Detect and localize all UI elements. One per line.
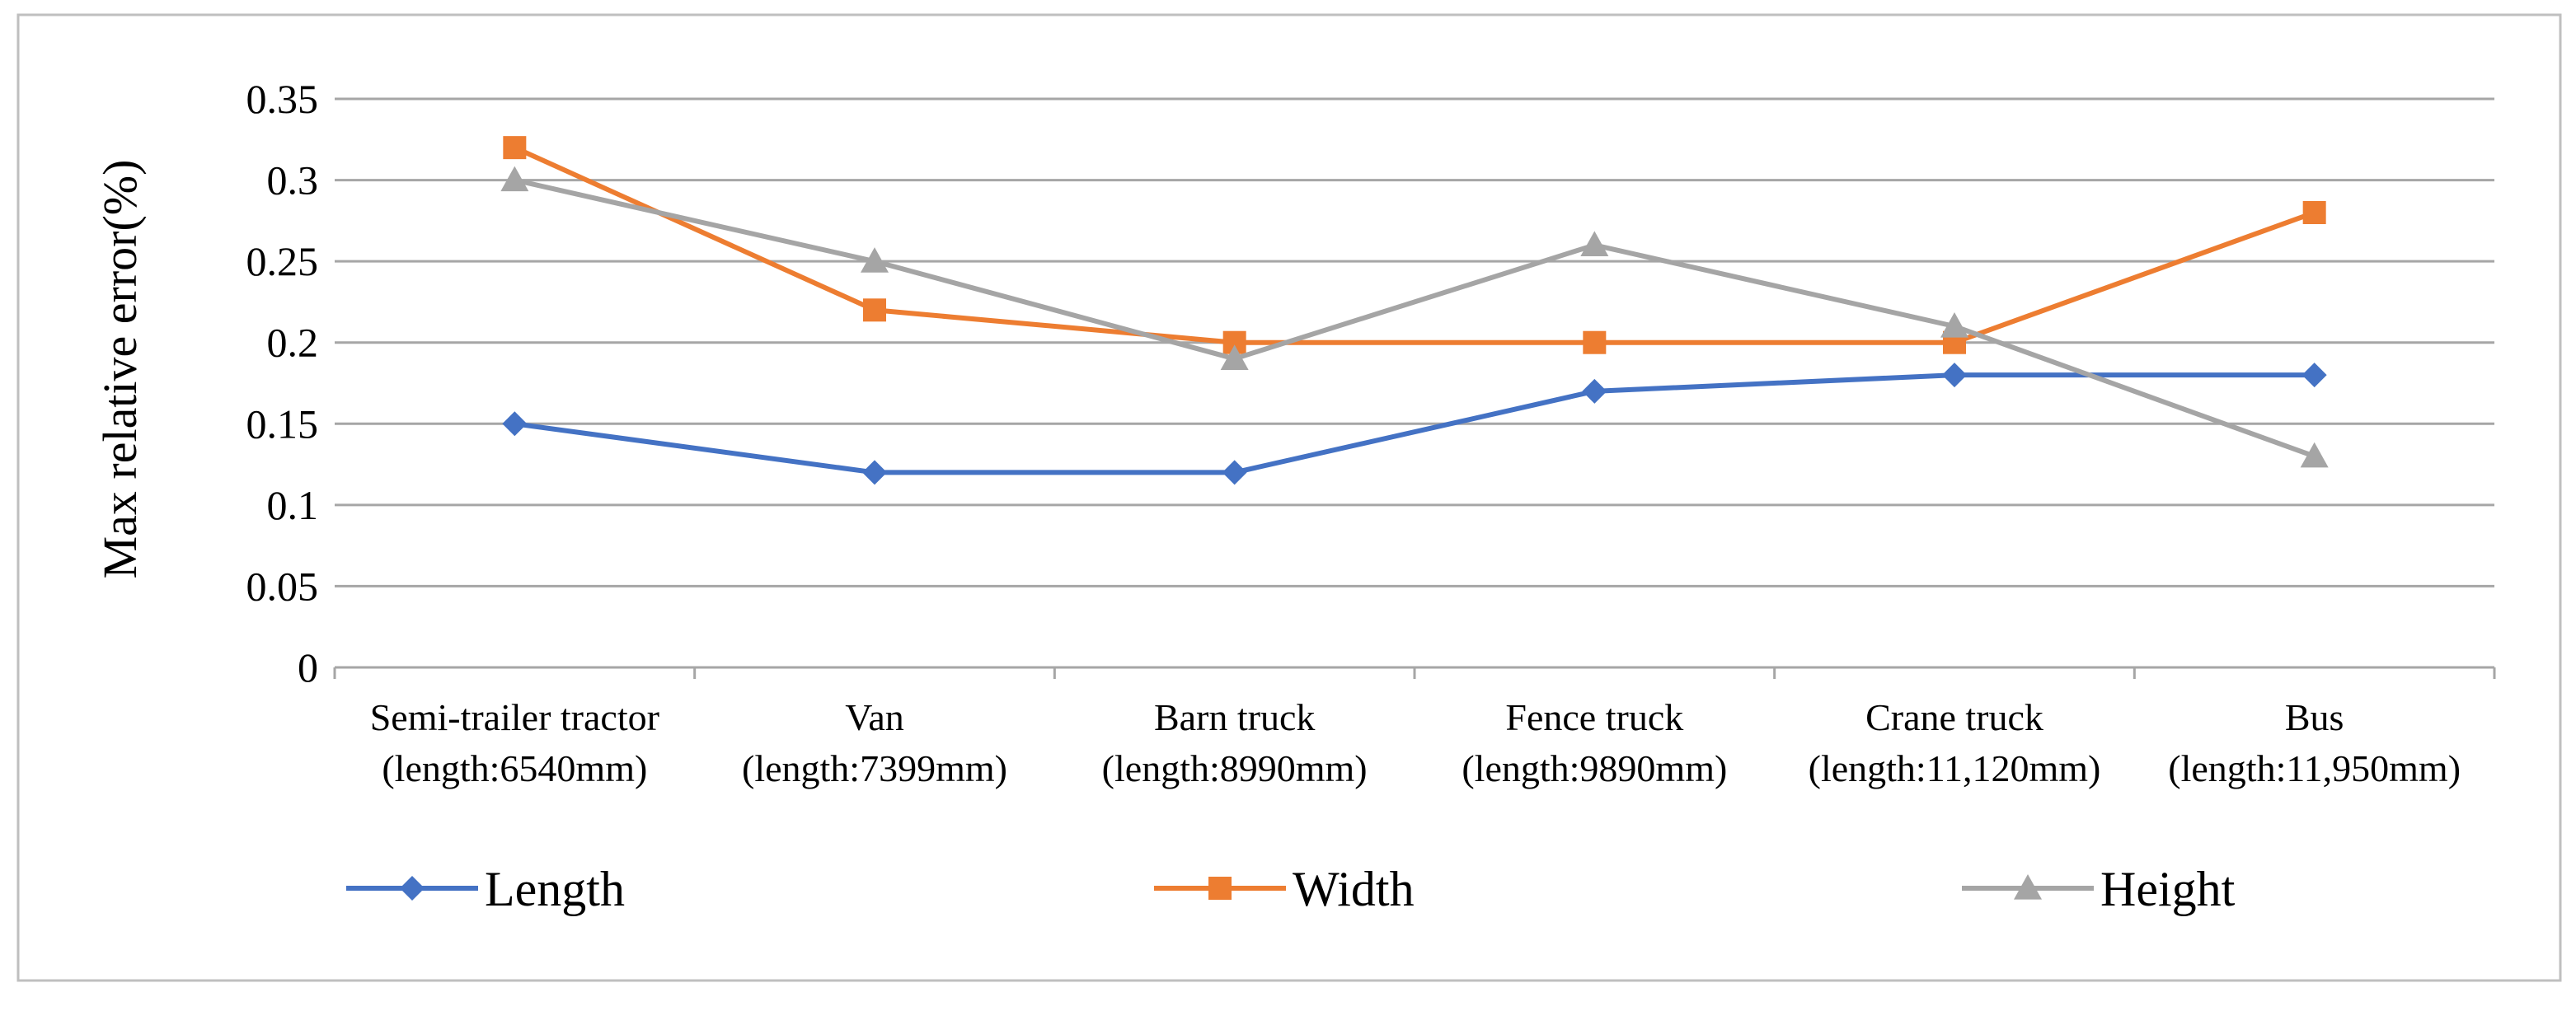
data-point-length <box>1222 460 1247 485</box>
data-point-width <box>503 136 527 160</box>
y-tick-label: 0.1 <box>267 482 319 528</box>
series-line-width <box>512 145 2317 345</box>
x-tick-label-detail: (length:8990mm) <box>1102 747 1368 789</box>
y-tick-label: 0.25 <box>246 238 319 284</box>
chart-frame <box>16 13 2562 982</box>
y-axis-title: Max relative error(%) <box>93 160 147 579</box>
x-tick-label-detail: (length:11,950mm) <box>2168 747 2461 789</box>
legend-marker-height <box>2014 874 2042 900</box>
y-tick-label: 0 <box>298 644 318 690</box>
series-line-height <box>512 177 2317 459</box>
y-tick-label: 0.35 <box>246 76 319 122</box>
data-point-height <box>1220 344 1249 371</box>
series-line-length <box>512 372 2317 475</box>
legend-marker-width <box>1208 877 1232 900</box>
data-point-height <box>861 247 889 273</box>
legend-label-width: Width <box>1293 862 1415 916</box>
data-point-height <box>500 166 529 192</box>
x-tick-label-detail: (length:11,120mm) <box>1809 747 2101 789</box>
data-point-height <box>1940 312 1968 338</box>
x-tick-label-name: Bus <box>2285 696 2344 738</box>
x-tick-label-name: Fence truck <box>1505 696 1683 738</box>
y-tick-label: 0.05 <box>246 563 319 609</box>
y-axis-tick-labels: 0 0.05 0.1 0.15 0.2 0.25 0.3 0.35 <box>246 76 319 690</box>
data-point-length <box>1942 363 1967 388</box>
x-tick-label-name: Barn truck <box>1154 696 1315 738</box>
x-tick-label-detail: (length:9890mm) <box>1462 747 1727 789</box>
x-axis <box>333 666 2496 679</box>
x-tick-label-detail: (length:6540mm) <box>382 747 647 789</box>
legend-marker-length <box>400 876 425 901</box>
data-series <box>500 136 2329 485</box>
gridlines <box>335 97 2494 587</box>
legend: Length Width Height <box>346 862 2236 916</box>
x-axis-tick-labels: Semi-trailer tractor (length:6540mm) Van (l… <box>370 696 2461 789</box>
x-tick-label-name: Crane truck <box>1865 696 2043 738</box>
data-point-length <box>1582 378 1607 404</box>
x-tick-label-name: Semi-trailer tractor <box>370 696 659 738</box>
legend-label-height: Height <box>2100 862 2236 916</box>
data-point-length <box>502 411 528 437</box>
data-point-width <box>1583 330 1607 354</box>
x-tick-label-name: Van <box>845 696 904 738</box>
data-point-width <box>2302 201 2326 224</box>
legend-label-length: Length <box>485 862 625 916</box>
x-tick-label-detail: (length:7399mm) <box>742 747 1007 789</box>
data-point-length <box>862 460 887 485</box>
data-point-height <box>2300 442 2329 468</box>
y-tick-label: 0.3 <box>267 157 319 204</box>
data-point-length <box>2302 363 2327 388</box>
y-tick-label: 0.2 <box>267 320 319 366</box>
data-point-width <box>863 298 886 322</box>
data-point-height <box>1580 231 1609 257</box>
y-tick-label: 0.15 <box>246 400 319 447</box>
